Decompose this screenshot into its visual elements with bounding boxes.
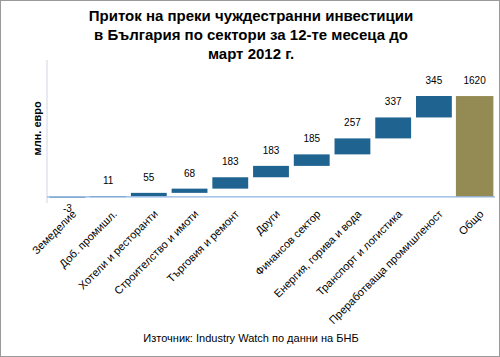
category-label: Хотели и ресторанти	[76, 208, 160, 292]
bar	[294, 154, 330, 166]
bar	[212, 177, 248, 188]
data-label: 257	[344, 117, 361, 128]
data-label: 11	[103, 175, 114, 186]
data-label: 55	[143, 172, 155, 183]
bar	[172, 189, 208, 193]
source: Източник: Industry Watch по данни на БНБ	[143, 332, 358, 344]
bar	[253, 166, 289, 177]
data-label: 337	[385, 96, 402, 107]
bar	[375, 117, 411, 138]
data-label: 1620	[464, 75, 487, 86]
y-axis-label: млн. евро	[31, 101, 43, 155]
data-label: 345	[426, 75, 443, 86]
data-label: 185	[303, 133, 320, 144]
chart-frame: Приток на преки чуждестранни инвестиции …	[0, 0, 500, 357]
category-label: Търговия и ремонт	[164, 208, 241, 285]
title: Приток на преки чуждестранни инвестиции …	[84, 6, 419, 63]
data-label: 68	[184, 168, 196, 179]
bar	[335, 138, 371, 154]
bar	[416, 96, 452, 117]
y-axis	[47, 60, 48, 203]
data-label: 183	[263, 145, 280, 156]
data-label: 183	[222, 156, 239, 167]
title-box: Приток на преки чуждестранни инвестиции …	[1, 6, 500, 63]
bar	[131, 193, 167, 196]
category-label: Преработваща промишленост	[326, 208, 445, 327]
bar	[456, 96, 493, 197]
category-label: Други	[253, 208, 282, 237]
baseline	[47, 196, 495, 197]
chart: млн. евро-31155681831831852573373451620З…	[1, 1, 499, 356]
category-label: Общо	[456, 208, 486, 238]
